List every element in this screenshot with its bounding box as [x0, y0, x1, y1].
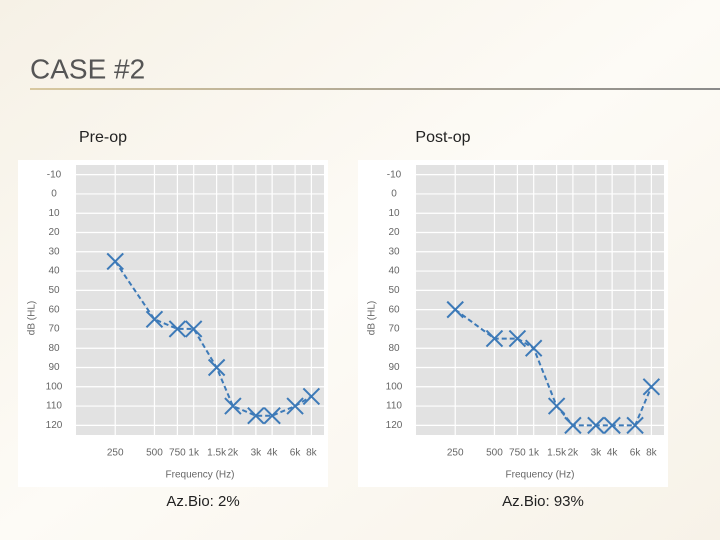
y-tick-label: 80 [48, 343, 60, 354]
y-tick-label: 20 [48, 227, 60, 238]
x-tick-label: 6k [290, 448, 302, 459]
y-tick-label: 50 [48, 285, 60, 296]
x-tick-label: 3k [591, 448, 603, 459]
marker-x [286, 397, 304, 415]
y-tick-label: 0 [391, 189, 397, 200]
y-tick-label: 30 [48, 246, 60, 257]
x-tick-label: 250 [107, 448, 124, 459]
x-tick-label: 2k [228, 448, 240, 459]
marker-x [302, 387, 321, 406]
y-tick-label: 10 [48, 208, 60, 219]
marker-x [564, 416, 582, 435]
x-tick-label: 750 [509, 448, 526, 459]
marker-x [247, 407, 265, 425]
marker-x [145, 310, 164, 328]
slide-title: CASE #2 [30, 53, 145, 84]
x-tick-label: 8k [646, 448, 658, 459]
y-tick-label: 120 [46, 420, 63, 431]
chart-caption: Az.Bio: 2% [166, 493, 239, 510]
x-tick-label: 4k [267, 448, 279, 459]
marker-x [524, 339, 543, 357]
y-tick-label: 120 [386, 420, 403, 431]
marker-x [207, 358, 226, 377]
marker-x [485, 329, 504, 348]
data-line [114, 260, 312, 417]
y-tick-label: 70 [48, 324, 60, 335]
x-tick-label: 2k [568, 448, 580, 459]
title-rule [30, 88, 720, 90]
x-axis-label: Frequency (Hz) [506, 470, 575, 481]
marker-x [508, 329, 527, 348]
y-tick-label: 90 [48, 362, 60, 373]
x-tick-label: 1k [188, 448, 200, 459]
data-line [454, 308, 653, 427]
y-tick-label: 80 [388, 343, 400, 354]
y-tick-label: 30 [388, 246, 400, 257]
x-tick-label: 250 [447, 448, 464, 459]
x-tick-label: 750 [169, 448, 186, 459]
y-tick-label: 60 [48, 304, 60, 315]
y-tick-label: -10 [387, 169, 402, 180]
y-tick-label: 10 [388, 208, 400, 219]
chart-title: Post-op [415, 129, 470, 146]
plot-area [76, 165, 324, 435]
y-tick-label: 110 [386, 401, 402, 412]
y-tick-label: 70 [388, 324, 400, 335]
marker-x [626, 416, 644, 435]
x-tick-label: 6k [630, 448, 642, 459]
y-tick-label: 100 [46, 381, 63, 392]
y-tick-label: 90 [388, 362, 400, 373]
marker-x [547, 397, 566, 415]
x-tick-label: 8k [306, 448, 318, 459]
y-tick-label: 40 [388, 266, 400, 277]
x-tick-label: 4k [607, 448, 619, 459]
y-tick-label: 40 [48, 266, 60, 277]
y-tick-label: 0 [51, 189, 57, 200]
x-tick-label: 500 [146, 448, 163, 459]
y-tick-label: 100 [386, 381, 403, 392]
x-tick-label: 3k [251, 448, 263, 459]
y-axis-label: dB (HL) [367, 301, 378, 335]
y-tick-label: -10 [47, 169, 62, 180]
chart-caption: Az.Bio: 93% [502, 493, 584, 510]
x-tick-label: 1.5k [547, 448, 567, 459]
y-axis-label: dB (HL) [27, 301, 38, 335]
marker-x [587, 416, 605, 435]
y-tick-label: 110 [46, 401, 62, 412]
y-tick-label: 50 [388, 285, 400, 296]
x-tick-label: 1.5k [207, 448, 227, 459]
marker-x [224, 397, 242, 415]
y-tick-label: 60 [388, 304, 400, 315]
plot-area [416, 165, 664, 435]
x-tick-label: 1k [528, 448, 540, 459]
chart-title: Pre-op [79, 129, 127, 146]
marker-x [446, 300, 464, 319]
marker-x [106, 252, 124, 271]
marker-x [184, 320, 203, 338]
marker-x [642, 378, 661, 396]
x-tick-label: 500 [486, 448, 503, 459]
y-tick-label: 20 [388, 227, 400, 238]
x-axis-label: Frequency (Hz) [166, 470, 235, 481]
marker-x [168, 320, 187, 338]
marker-x [263, 407, 281, 425]
marker-x [603, 416, 621, 435]
